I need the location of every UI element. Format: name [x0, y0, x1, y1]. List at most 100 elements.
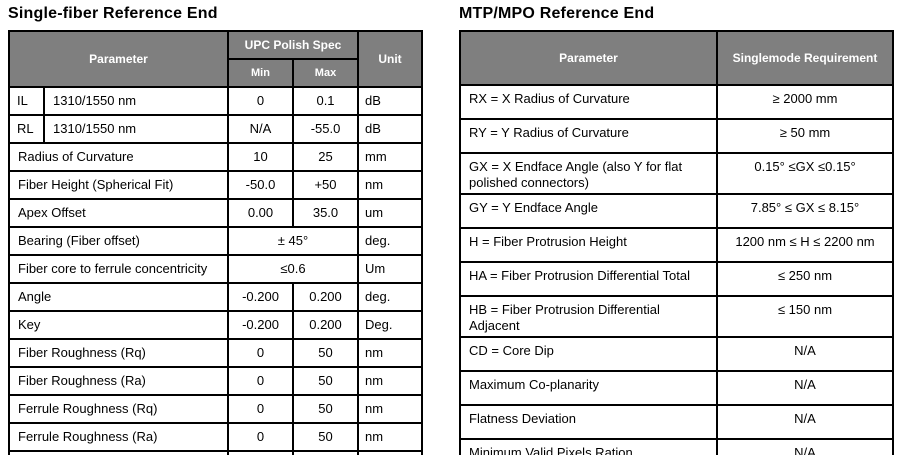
param-cell: Fiber Roughness (Rq) [8, 338, 229, 368]
param-cell: 1310/1550 nm [43, 114, 229, 144]
requirement-cell: N/A [716, 370, 894, 406]
header-row-1: Parameter UPC Polish Spec Unit [8, 30, 424, 88]
header-row-2: Min Max [9, 58, 422, 88]
param-cell: Angle [8, 282, 229, 312]
unit-cell: Um [357, 254, 424, 284]
table-row: Radius of Curvature 10 25 mm [8, 142, 424, 172]
table-row: Fiber Roughness (Ra) 0 50 nm [8, 366, 424, 396]
requirement-cell: N/A [716, 336, 894, 372]
unit-cell: nm [357, 170, 424, 200]
header-singlemode-requirement: Singlemode Requirement [716, 30, 894, 86]
param-cell: HB = Fiber Protrusion Differential Adjac… [459, 295, 718, 338]
table-row: Angle -0.200 0.200 deg. [8, 282, 424, 312]
requirement-cell: ≥ 50 mm [716, 118, 894, 154]
table-row: CD = Core Dip N/A [459, 336, 894, 372]
min-cell: 0 [227, 338, 294, 368]
param-cell: Fiber Roughness (Ra) [8, 366, 229, 396]
param-cell: GY = Y Endface Angle [459, 193, 718, 229]
table-row: Diameter 125.0 130.0 um [8, 450, 424, 455]
requirement-cell: N/A [716, 404, 894, 440]
requirement-cell: N/A [716, 438, 894, 455]
min-cell: 0 [227, 422, 294, 452]
param-cell: Diameter [8, 450, 229, 455]
table-row: Apex Offset 0.00 35.0 um [8, 198, 424, 228]
requirement-cell: 1200 nm ≤ H ≤ 2200 nm [716, 227, 894, 263]
max-cell: 50 [291, 422, 360, 452]
param-cell: Ferrule Roughness (Rq) [8, 394, 229, 424]
min-cell: 125.0 [227, 450, 294, 455]
param-cell: Bearing (Fiber offset) [8, 226, 229, 256]
minmax-merged-cell: ≤0.6 [226, 254, 360, 284]
max-cell: -55.0 [291, 114, 360, 144]
table-row: RL 1310/1550 nm N/A -55.0 dB [8, 114, 424, 144]
max-cell: +50 [291, 170, 360, 200]
table-row: HA = Fiber Protrusion Differential Total… [459, 261, 894, 297]
max-cell: 35.0 [291, 198, 360, 228]
unit-cell: deg. [357, 282, 424, 312]
param-cell: Radius of Curvature [8, 142, 229, 172]
requirement-cell: 0.15° ≤GX ≤0.15° [716, 152, 894, 195]
min-cell: -0.200 [227, 310, 294, 340]
header-parameter: Parameter [459, 30, 718, 86]
param-cell: H = Fiber Protrusion Height [459, 227, 718, 263]
table-row: GY = Y Endface Angle 7.85° ≤ GX ≤ 8.15° [459, 193, 894, 229]
max-cell: 25 [291, 142, 360, 172]
unit-cell: dB [357, 86, 424, 116]
min-cell: N/A [227, 114, 294, 144]
unit-cell: Deg. [357, 310, 424, 340]
param-cell: CD = Core Dip [459, 336, 718, 372]
table-row: H = Fiber Protrusion Height 1200 nm ≤ H … [459, 227, 894, 263]
param-cell: Maximum Co-planarity [459, 370, 718, 406]
single-fiber-title: Single-fiber Reference End [8, 5, 218, 22]
requirement-cell: ≥ 2000 mm [716, 84, 894, 120]
header-min: Min [227, 58, 294, 88]
unit-cell: mm [357, 142, 424, 172]
unit-cell: um [357, 198, 424, 228]
max-cell: 0.1 [291, 86, 360, 116]
param-cell: Apex Offset [8, 198, 229, 228]
max-cell: 0.200 [291, 282, 360, 312]
min-cell: 10 [227, 142, 294, 172]
table-row: Maximum Co-planarity N/A [459, 370, 894, 406]
mtp-mpo-title: MTP/MPO Reference End [459, 5, 655, 22]
mtp-mpo-section: MTP/MPO Reference End Parameter Singlemo… [459, 5, 894, 455]
unit-cell: um [357, 450, 424, 455]
table-row: Minimum Valid Pixels Ration N/A [459, 438, 894, 455]
header-row: Parameter Singlemode Requirement [459, 30, 894, 86]
param-cell: Minimum Valid Pixels Ration [459, 438, 718, 455]
max-cell: 130.0 [291, 450, 360, 455]
table-row: Bearing (Fiber offset) ± 45° deg. [8, 226, 424, 256]
param-code-cell: RL [8, 114, 45, 144]
param-cell: RY = Y Radius of Curvature [459, 118, 718, 154]
table-row: RX = X Radius of Curvature ≥ 2000 mm [459, 84, 894, 120]
param-cell: Key [8, 310, 229, 340]
max-cell: 50 [291, 394, 360, 424]
single-fiber-section: Single-fiber Reference End Parameter UPC… [8, 5, 424, 455]
max-cell: 0.200 [291, 310, 360, 340]
param-cell: 1310/1550 nm [43, 86, 229, 116]
min-cell: 0 [227, 366, 294, 396]
min-cell: -50.0 [227, 170, 294, 200]
mtp-mpo-table: Parameter Singlemode Requirement RX = X … [459, 30, 894, 455]
header-parameter: Parameter [8, 30, 229, 88]
minmax-merged-cell: ± 45° [226, 226, 360, 256]
unit-cell: nm [357, 422, 424, 452]
table-row: RY = Y Radius of Curvature ≥ 50 mm [459, 118, 894, 154]
param-cell: Fiber Height (Spherical Fit) [8, 170, 229, 200]
table-row: Ferrule Roughness (Rq) 0 50 nm [8, 394, 424, 424]
unit-cell: nm [357, 338, 424, 368]
table-row: Fiber Roughness (Rq) 0 50 nm [8, 338, 424, 368]
min-cell: 0.00 [227, 198, 294, 228]
min-cell: 0 [227, 394, 294, 424]
param-cell: GX = X Endface Angle (also Y for flat po… [459, 152, 718, 195]
max-cell: 50 [291, 366, 360, 396]
requirement-cell: ≤ 150 nm [716, 295, 894, 338]
unit-cell: nm [357, 366, 424, 396]
table-row: Fiber core to ferrule concentricity ≤0.6… [8, 254, 424, 284]
single-fiber-table: Parameter UPC Polish Spec Unit Min Max I… [8, 30, 424, 455]
header-max: Max [291, 58, 360, 88]
min-cell: 0 [227, 86, 294, 116]
header-upc-polish-spec: UPC Polish Spec [226, 30, 360, 60]
table-row: Fiber Height (Spherical Fit) -50.0 +50 n… [8, 170, 424, 200]
header-unit: Unit [357, 30, 424, 88]
